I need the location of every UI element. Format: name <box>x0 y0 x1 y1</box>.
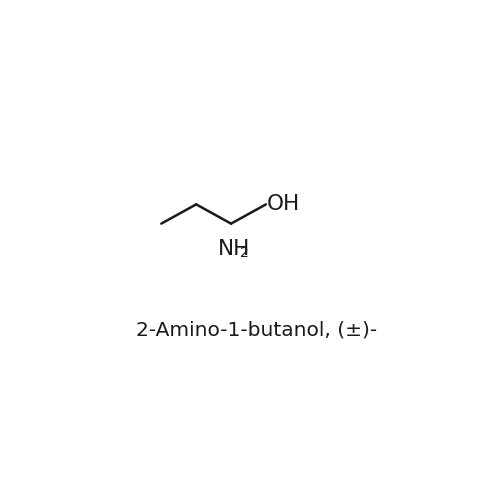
Text: NH: NH <box>218 240 250 260</box>
Text: 2-Amino-1-butanol, (±)-: 2-Amino-1-butanol, (±)- <box>136 320 377 339</box>
Text: OH: OH <box>267 194 300 214</box>
Text: 2: 2 <box>240 246 249 260</box>
